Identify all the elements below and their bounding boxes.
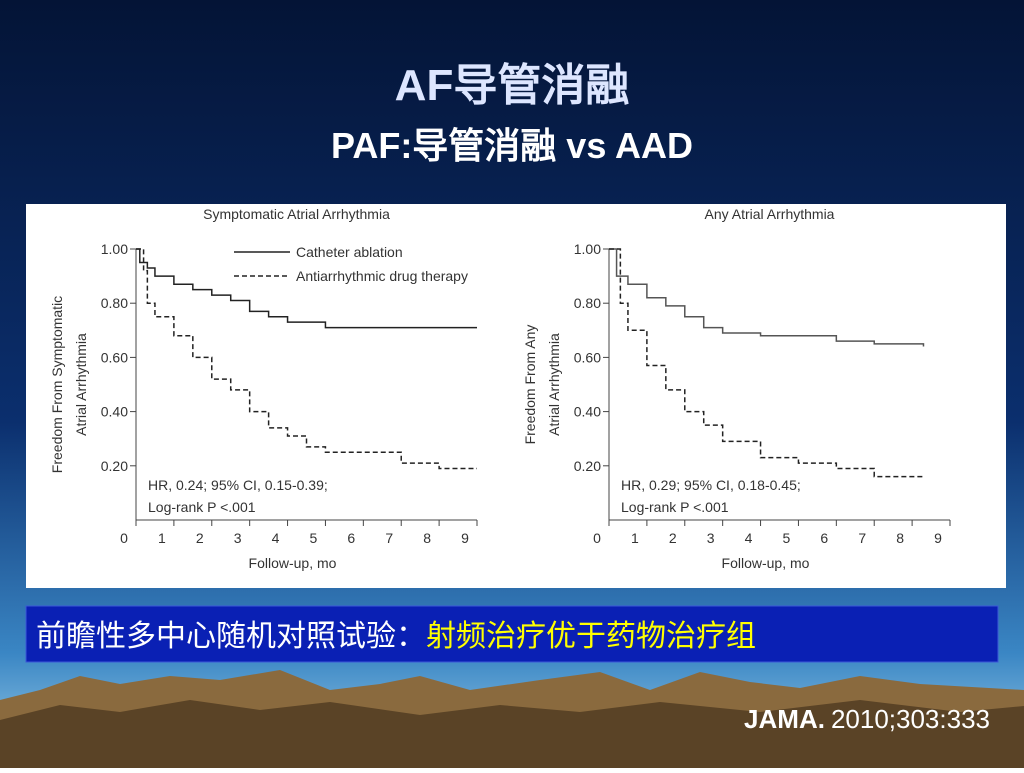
banner-yellow: 射频治疗优于药物治疗组 bbox=[426, 620, 756, 653]
annotation: Log-rank P <.001 bbox=[621, 499, 729, 515]
banner bbox=[25, 605, 999, 663]
km-curve bbox=[609, 248, 925, 347]
legend-label: Antiarrhythmic drug therapy bbox=[296, 268, 468, 284]
x-tick-label: 4 bbox=[272, 530, 280, 546]
citation: JAMA. 2010;303:333 bbox=[744, 704, 990, 734]
y-tick-label: 0.20 bbox=[101, 458, 128, 474]
km-curve bbox=[136, 248, 477, 329]
x-axis-label: Follow-up, mo bbox=[722, 555, 810, 571]
x-tick-label: 2 bbox=[669, 530, 677, 546]
y-tick-label: 1.00 bbox=[574, 241, 601, 257]
y-tick-label: 0.40 bbox=[574, 404, 601, 420]
y-tick-label: 1.00 bbox=[101, 241, 128, 257]
mountains-front bbox=[0, 700, 1024, 768]
annotation: HR, 0.24; 95% CI, 0.15-0.39; bbox=[148, 477, 328, 493]
x-tick-label: 9 bbox=[461, 530, 469, 546]
citation-journal: JAMA. bbox=[744, 704, 825, 734]
chart-title: Any Atrial Arrhythmia bbox=[705, 206, 835, 222]
banner-white: 前瞻性多中心随机对照试验： bbox=[36, 620, 426, 653]
x-tick-label: 5 bbox=[310, 530, 318, 546]
y-axis-label: Freedom From Any bbox=[522, 325, 538, 445]
y-axis-label: Atrial Arrhythmia bbox=[546, 333, 562, 436]
y-tick-label: 0.60 bbox=[101, 349, 128, 365]
y-axis-label: Atrial Arrhythmia bbox=[73, 333, 89, 436]
slide-subtitle: PAF:导管消融 vs AAD bbox=[331, 125, 693, 166]
slide-title: AF导管消融 bbox=[395, 61, 630, 110]
x-tick-label: 5 bbox=[783, 530, 791, 546]
x-tick-label: 0 bbox=[593, 530, 601, 546]
x-tick-label: 2 bbox=[196, 530, 204, 546]
y-tick-label: 0.60 bbox=[574, 349, 601, 365]
x-tick-label: 8 bbox=[896, 530, 904, 546]
x-tick-label: 8 bbox=[423, 530, 431, 546]
y-tick-label: 0.20 bbox=[574, 458, 601, 474]
x-tick-label: 0 bbox=[120, 530, 128, 546]
chart-panel bbox=[26, 204, 1006, 588]
x-tick-label: 1 bbox=[631, 530, 639, 546]
x-tick-label: 7 bbox=[385, 530, 393, 546]
x-axis-label: Follow-up, mo bbox=[249, 555, 337, 571]
x-tick-label: 1 bbox=[158, 530, 166, 546]
x-tick-label: 7 bbox=[858, 530, 866, 546]
annotation: HR, 0.29; 95% CI, 0.18-0.45; bbox=[621, 477, 801, 493]
km-curve bbox=[609, 248, 924, 478]
y-axis-label: Freedom From Symptomatic bbox=[49, 296, 65, 473]
x-tick-label: 4 bbox=[745, 530, 753, 546]
y-tick-label: 0.80 bbox=[574, 295, 601, 311]
chart-title: Symptomatic Atrial Arrhythmia bbox=[203, 206, 390, 222]
legend-label: Catheter ablation bbox=[296, 244, 403, 260]
y-tick-label: 0.80 bbox=[101, 295, 128, 311]
x-tick-label: 3 bbox=[707, 530, 715, 546]
x-tick-label: 9 bbox=[934, 530, 942, 546]
y-tick-label: 0.40 bbox=[101, 404, 128, 420]
citation-ref: 2010;303:333 bbox=[831, 704, 990, 734]
x-tick-label: 3 bbox=[234, 530, 242, 546]
x-tick-label: 6 bbox=[820, 530, 828, 546]
x-tick-label: 6 bbox=[347, 530, 355, 546]
banner-text: 前瞻性多中心随机对照试验：射频治疗优于药物治疗组 bbox=[36, 620, 756, 653]
annotation: Log-rank P <.001 bbox=[148, 499, 256, 515]
